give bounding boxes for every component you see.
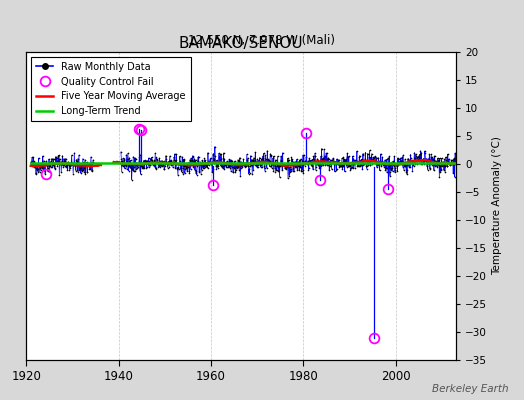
Y-axis label: Temperature Anomaly (°C): Temperature Anomaly (°C) — [493, 136, 503, 276]
Text: 12.550 N, 7.978 W (Mali): 12.550 N, 7.978 W (Mali) — [189, 34, 335, 47]
Legend: Raw Monthly Data, Quality Control Fail, Five Year Moving Average, Long-Term Tren: Raw Monthly Data, Quality Control Fail, … — [31, 57, 191, 121]
Text: Berkeley Earth: Berkeley Earth — [432, 384, 508, 394]
Title: BAMAKO/SENOU: BAMAKO/SENOU — [179, 36, 303, 51]
